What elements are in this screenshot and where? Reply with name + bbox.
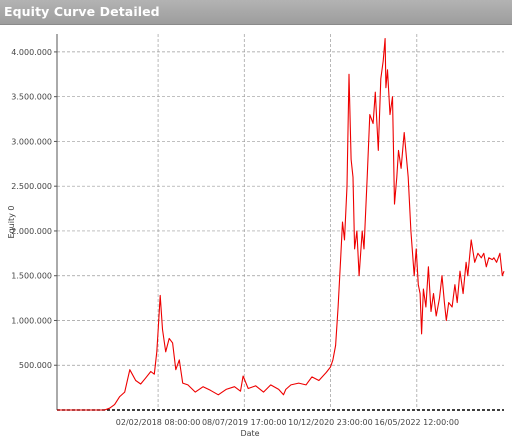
x-tick-labels: 02/02/2018 08:00:00 08/07/2019 17:00:00 10… [116, 418, 459, 427]
y-tick-label: 4.000.000 [11, 48, 52, 57]
x-axis-title: Date [240, 429, 259, 438]
y-tick-label: 2.500.000 [11, 182, 52, 191]
x-tick-label: 16/05/2022 12:00:00 [375, 418, 460, 427]
equity-series-line [57, 37, 505, 411]
y-axis-title: Equity 0 [7, 206, 16, 239]
y-tick-label: 3.500.000 [11, 93, 52, 102]
equity-chart[interactable]: 500.000 1.000.000 1.500.000 2.000.000 2.500.… [0, 24, 512, 439]
y-tick-label: 1.000.000 [11, 316, 52, 325]
y-tick-label: 3.000.000 [11, 137, 52, 146]
title-bar: Equity Curve Detailed [0, 0, 512, 25]
series-layer [57, 37, 505, 411]
x-tick-label: 02/02/2018 08:00:00 [116, 418, 201, 427]
y-tick-label: 500.000 [19, 361, 52, 370]
y-tick-label: 2.000.000 [11, 227, 52, 236]
x-tick-label: 08/07/2019 17:00:00 [202, 418, 287, 427]
chart-axes [56, 34, 504, 411]
y-tick-labels: 500.000 1.000.000 1.500.000 2.000.000 2.500.… [11, 48, 52, 370]
y-tick-label: 1.500.000 [11, 272, 52, 281]
window-title: Equity Curve Detailed [4, 4, 160, 19]
x-tick-label: 10/12/2020 23:00:00 [288, 418, 373, 427]
chart-grid [54, 34, 504, 410]
